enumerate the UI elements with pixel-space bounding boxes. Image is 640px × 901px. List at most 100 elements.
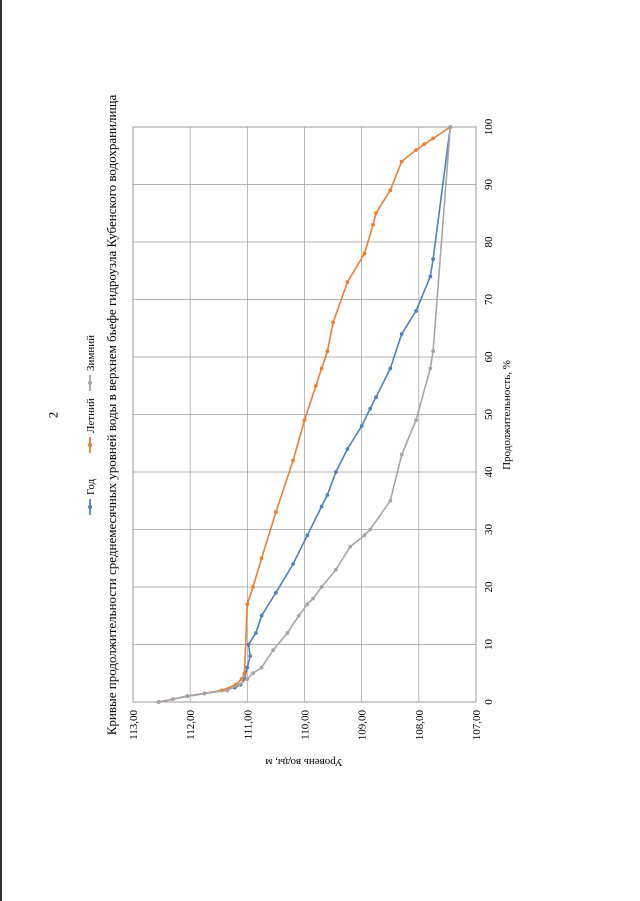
x-tick-label: 80 bbox=[483, 236, 495, 248]
data-point bbox=[156, 700, 161, 704]
data-point bbox=[431, 257, 436, 262]
x-tick-label: 70 bbox=[483, 294, 495, 306]
x-tick-label: 60 bbox=[483, 351, 495, 363]
data-point bbox=[259, 556, 264, 561]
x-tick-label: 10 bbox=[483, 639, 495, 651]
data-point bbox=[302, 418, 307, 423]
data-point bbox=[242, 671, 247, 676]
data-point bbox=[431, 136, 436, 141]
y-tick-label: 113,00 bbox=[128, 710, 140, 740]
data-point bbox=[325, 493, 330, 497]
data-point bbox=[399, 452, 404, 457]
legend-marker bbox=[88, 443, 92, 447]
legend: Год Летний Зимний bbox=[85, 335, 97, 515]
legend-label: Зимний bbox=[85, 335, 97, 371]
data-point bbox=[388, 366, 393, 371]
data-point bbox=[359, 424, 364, 428]
data-point bbox=[271, 648, 276, 653]
data-point bbox=[202, 691, 207, 696]
legend-item: Зимний bbox=[85, 335, 97, 391]
data-point bbox=[371, 222, 376, 227]
data-point bbox=[254, 631, 258, 635]
data-point bbox=[246, 642, 251, 647]
data-point bbox=[185, 694, 190, 699]
data-point bbox=[334, 470, 338, 474]
x-tick-label: 40 bbox=[483, 466, 495, 478]
data-point bbox=[311, 596, 316, 601]
data-point bbox=[274, 590, 278, 595]
data-point bbox=[291, 458, 296, 463]
data-point bbox=[245, 677, 250, 681]
data-point bbox=[251, 671, 255, 676]
y-axis-label: Уровень воды, м bbox=[265, 756, 342, 768]
data-point bbox=[388, 498, 393, 503]
data-point bbox=[285, 631, 290, 635]
data-point bbox=[245, 602, 250, 607]
data-point bbox=[171, 697, 175, 701]
y-tick-label: 111,00 bbox=[242, 710, 254, 740]
data-point bbox=[325, 349, 330, 354]
x-tick-label: 100 bbox=[483, 118, 495, 135]
data-point bbox=[259, 665, 264, 670]
data-point bbox=[334, 567, 338, 572]
data-point bbox=[259, 613, 264, 618]
data-point bbox=[414, 309, 418, 313]
y-tick-label: 107,00 bbox=[471, 710, 483, 741]
data-point bbox=[388, 188, 393, 193]
data-point bbox=[251, 585, 255, 589]
data-point bbox=[368, 527, 373, 532]
data-point bbox=[245, 665, 250, 670]
data-point bbox=[399, 159, 404, 164]
x-tick-label: 20 bbox=[483, 581, 495, 593]
data-point bbox=[414, 148, 418, 152]
chart-title: Кривые продолжительности среднемесячных … bbox=[104, 95, 119, 736]
series-line bbox=[158, 126, 451, 703]
x-tick-labels: 0 10 20 30 40 50 60 70 80 90 100 bbox=[483, 118, 495, 705]
legend-label: Год bbox=[85, 478, 97, 495]
data-point bbox=[448, 125, 453, 129]
data-point bbox=[428, 274, 433, 279]
x-tick-label: 0 bbox=[483, 699, 495, 705]
scan-edge-mark bbox=[0, 0, 2, 901]
legend-marker bbox=[88, 505, 92, 509]
data-point bbox=[314, 383, 318, 388]
y-tick-label: 112,00 bbox=[185, 710, 197, 740]
data-point bbox=[319, 585, 324, 589]
x-axis-label: Продолжительность, % bbox=[501, 360, 513, 470]
data-point bbox=[374, 211, 378, 216]
y-tick-label: 108,00 bbox=[414, 710, 426, 741]
x-tick-label: 90 bbox=[483, 179, 495, 191]
legend-item: Год bbox=[85, 478, 97, 515]
x-tick-label: 30 bbox=[483, 524, 495, 536]
data-point bbox=[422, 142, 427, 147]
series-group bbox=[156, 125, 453, 704]
data-point bbox=[345, 447, 350, 451]
data-point bbox=[296, 613, 301, 618]
series-3 bbox=[156, 125, 453, 704]
data-point bbox=[348, 544, 353, 549]
data-point bbox=[319, 366, 324, 371]
data-point bbox=[239, 677, 244, 681]
data-point bbox=[291, 562, 296, 566]
data-point bbox=[319, 504, 324, 509]
legend-marker bbox=[88, 381, 92, 385]
data-point bbox=[399, 332, 404, 336]
data-point bbox=[236, 682, 241, 687]
data-point bbox=[374, 395, 378, 400]
data-point bbox=[362, 533, 367, 538]
y-tick-label: 110,00 bbox=[300, 710, 312, 740]
data-point bbox=[362, 251, 367, 256]
data-point bbox=[428, 366, 433, 371]
data-point bbox=[305, 533, 310, 538]
data-point bbox=[305, 602, 310, 607]
y-tick-label: 109,00 bbox=[357, 710, 369, 741]
data-point bbox=[225, 688, 230, 693]
chart-rotated-group: 0 10 20 30 40 50 60 70 80 90 100 113,00 112,00 111,0… bbox=[85, 95, 513, 768]
data-point bbox=[345, 280, 350, 285]
data-point bbox=[274, 510, 278, 515]
legend-item: Летний bbox=[85, 398, 97, 453]
data-point bbox=[248, 654, 253, 658]
data-point bbox=[431, 349, 436, 354]
data-point bbox=[331, 320, 336, 325]
